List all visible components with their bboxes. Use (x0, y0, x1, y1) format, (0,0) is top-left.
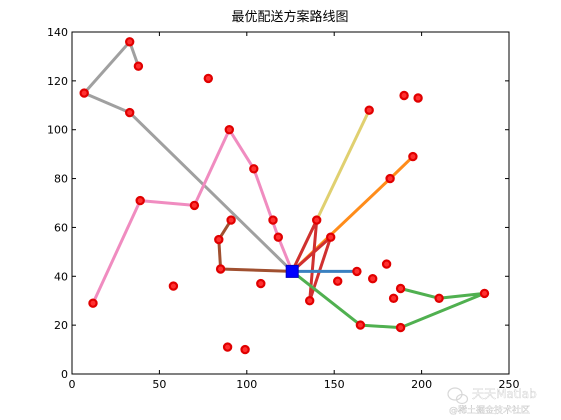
y-tick-label: 80 (54, 173, 68, 186)
watermark: 天天Matlab @稀土掘金技术社区 (447, 387, 537, 416)
route-line-2 (91, 128, 294, 305)
x-tick-label: 150 (324, 378, 345, 391)
customer-point (305, 296, 315, 306)
route-lines (82, 40, 486, 330)
route-line-5 (290, 218, 333, 303)
customer-point (79, 88, 89, 98)
customer-point (312, 215, 322, 225)
customer-point (368, 274, 378, 284)
x-tick-label: 200 (411, 378, 432, 391)
y-tick-label: 100 (47, 124, 68, 137)
customer-point (395, 322, 406, 333)
customer-point (388, 293, 399, 303)
customer-point (479, 288, 490, 299)
x-tick-label: 100 (236, 378, 257, 391)
customer-points (79, 37, 490, 355)
watermark-sub: @稀土掘金技术社区 (449, 404, 530, 416)
x-tick-label: 250 (499, 378, 520, 391)
route-line-1 (82, 40, 294, 273)
customer-point (215, 264, 226, 274)
customer-point (355, 320, 366, 330)
depot-marker (285, 264, 299, 278)
x-tick-label: 50 (152, 378, 166, 391)
customer-point (168, 281, 179, 291)
customer-point (203, 73, 213, 84)
customer-point (189, 200, 200, 211)
customer-point (222, 342, 233, 352)
customer-point (333, 276, 343, 286)
customer-point (381, 259, 392, 269)
watermark-text: 天天Matlab (472, 387, 537, 401)
y-tick-label: 140 (47, 26, 68, 39)
route-line-6 (217, 218, 294, 273)
customer-point (88, 298, 98, 308)
plot-area-frame (71, 31, 510, 375)
customer-point (273, 232, 283, 242)
customer-point (413, 93, 423, 103)
depot-layer (285, 264, 299, 278)
y-tick-label: 0 (61, 368, 68, 381)
customer-point (434, 293, 444, 303)
y-tick-label: 40 (54, 270, 68, 283)
customer-point (326, 232, 336, 242)
customer-point (135, 195, 145, 206)
customer-point (124, 107, 135, 118)
y-tick-label: 20 (54, 319, 68, 332)
route-line-8 (290, 269, 486, 330)
customer-point (385, 173, 395, 184)
customer-point (224, 124, 234, 135)
y-tick-label: 60 (54, 221, 68, 234)
y-tick-label: 120 (47, 75, 68, 88)
customer-point (364, 105, 374, 115)
customer-point (249, 164, 259, 174)
customer-point (408, 151, 418, 162)
customer-point (395, 283, 406, 294)
customer-point (268, 215, 278, 225)
x-tick-label: 0 (69, 378, 76, 391)
x-axis: 0 50 100 150 200 250 (69, 32, 520, 391)
customer-point (399, 90, 409, 101)
customer-point (124, 37, 135, 47)
customer-point (256, 278, 266, 289)
customer-point (226, 215, 236, 225)
customer-point (133, 61, 144, 71)
customer-point (352, 266, 362, 277)
customer-point (214, 234, 224, 245)
chart-title: 最优配送方案路线图 (231, 9, 348, 25)
y-axis: 0 20 40 60 80 100 120 140 (47, 26, 509, 381)
customer-point (240, 344, 250, 355)
wechat-icon (447, 387, 469, 405)
